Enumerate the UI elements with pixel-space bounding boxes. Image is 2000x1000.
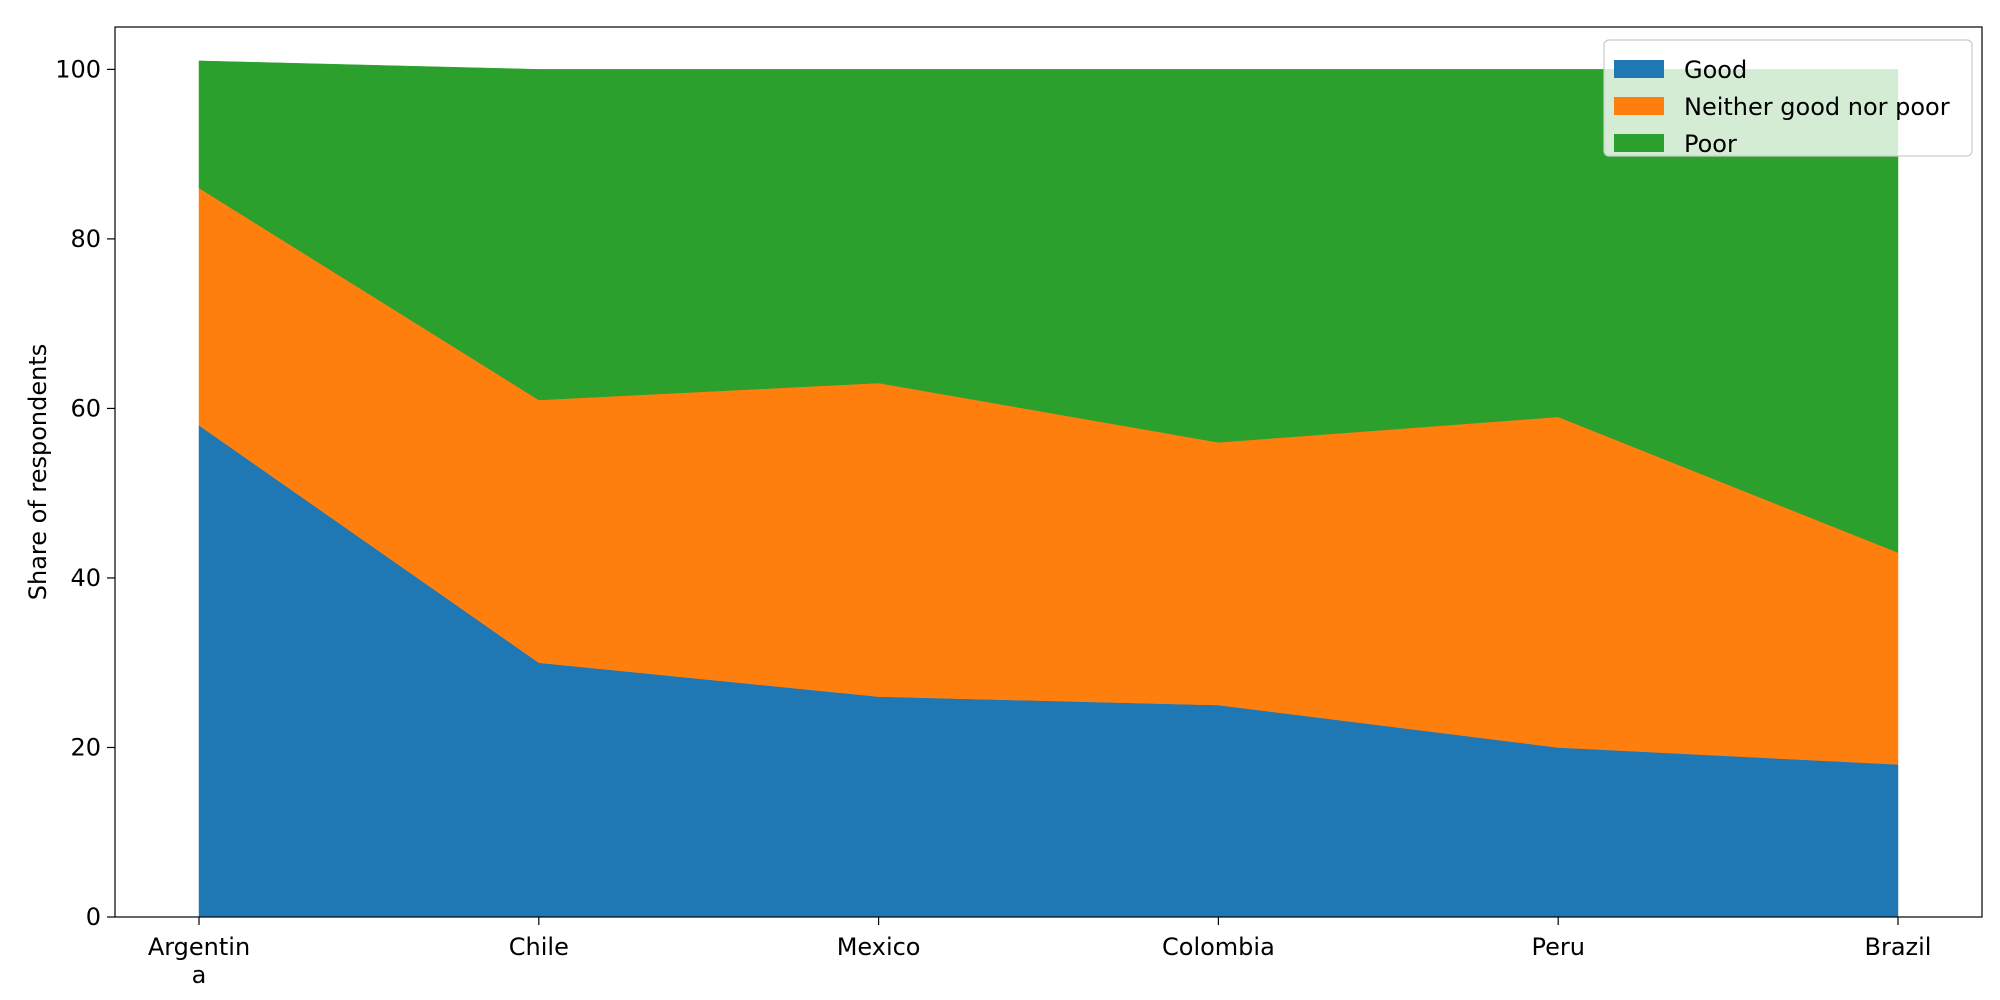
y-tick-label: 20 <box>70 733 101 761</box>
legend-label-good: Good <box>1684 56 1747 84</box>
x-axis: Argentin a Chile Mexico Colombia Peru Brazil <box>148 917 1931 989</box>
x-tick-label: Peru <box>1531 933 1584 961</box>
x-tick-label: Mexico <box>837 933 921 961</box>
x-tick-label: Colombia <box>1162 933 1275 961</box>
plot-border <box>114 26 1983 918</box>
y-tick-label: 40 <box>70 564 101 592</box>
y-axis: 0 20 40 60 80 100 <box>55 55 115 931</box>
legend-box <box>1603 39 1973 157</box>
y-tick-label: 0 <box>86 903 101 931</box>
x-tick-label: Argentin a <box>148 933 250 989</box>
y-tick-label: 100 <box>55 55 101 83</box>
x-tick-label: Brazil <box>1864 933 1931 961</box>
legend-label-neither-good-nor-poor: Neither good nor poor <box>1684 93 1950 121</box>
legend-swatch-neither-good-nor-poor <box>1614 97 1664 115</box>
y-axis-label: Share of respondents <box>24 344 52 601</box>
y-tick-label: 80 <box>70 225 101 253</box>
x-tick-label: Chile <box>509 933 569 961</box>
legend-swatch-good <box>1614 60 1664 78</box>
area-series-group <box>198 60 1899 918</box>
legend-swatch-poor <box>1614 134 1664 152</box>
legend-label-poor: Poor <box>1684 130 1737 158</box>
area-poor <box>198 60 1899 553</box>
y-tick-label: 60 <box>70 394 101 422</box>
legend: Good Neither good nor poor Poor <box>1603 39 1973 158</box>
